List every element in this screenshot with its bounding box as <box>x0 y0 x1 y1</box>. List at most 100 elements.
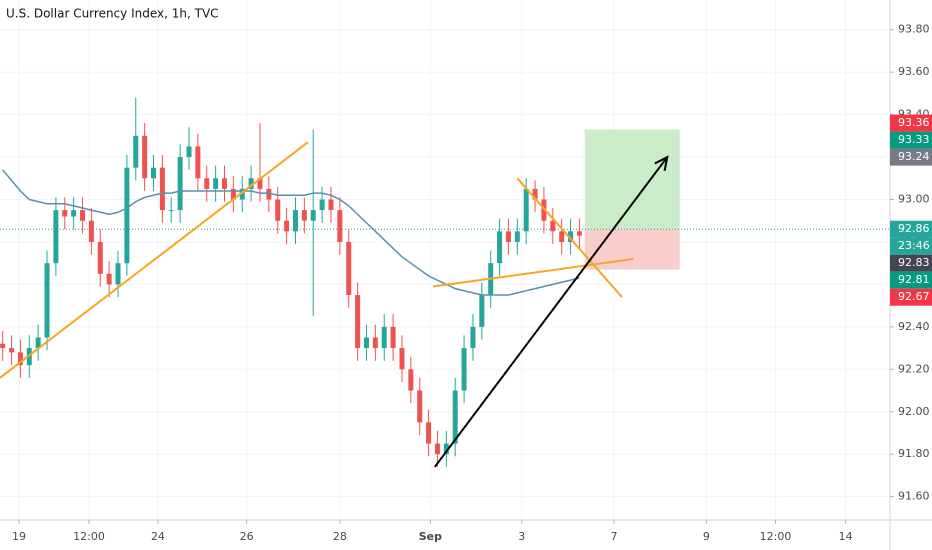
candle-body <box>195 146 201 179</box>
candle-body <box>532 188 538 200</box>
x-tick-label: 26 <box>240 530 254 543</box>
candle-body <box>284 220 290 232</box>
candle-body <box>408 369 414 391</box>
candle-body <box>337 210 343 242</box>
x-tick-label: 19 <box>12 530 26 543</box>
y-tick-label: 92.00 <box>898 405 930 418</box>
candle-body <box>213 178 219 189</box>
moving-average <box>2 169 580 296</box>
candle-body <box>257 178 263 189</box>
candle-body <box>97 241 103 274</box>
candle-body <box>497 231 503 264</box>
y-tick-label: 92.40 <box>898 320 930 333</box>
candle-body <box>80 210 86 221</box>
candle-body <box>426 422 432 444</box>
arrow-line <box>433 156 669 468</box>
candle-body <box>470 326 476 349</box>
candle-body <box>44 263 50 338</box>
candle-body <box>186 146 192 158</box>
x-tick-label: 14 <box>839 530 853 543</box>
price-badge <box>890 237 932 255</box>
candle-body <box>505 231 511 242</box>
price-badge-label: 92.83 <box>898 256 930 269</box>
candle-body <box>443 443 449 455</box>
candle-body <box>390 326 396 349</box>
candle-body <box>559 231 565 242</box>
candle-body <box>399 348 405 370</box>
candle-body <box>106 273 112 285</box>
price-badge-label: 92.86 <box>898 222 930 235</box>
candle-body <box>142 135 148 179</box>
candle-body <box>204 178 210 189</box>
target-zone <box>584 129 680 230</box>
candle-body <box>0 343 6 349</box>
plot-area <box>0 97 890 468</box>
price-badge-label: 92.67 <box>898 290 930 303</box>
candle-body <box>292 210 298 232</box>
candle-body <box>523 188 529 232</box>
candle-body <box>248 178 254 189</box>
candle-body <box>177 157 183 211</box>
chart-title: U.S. Dollar Currency Index, 1h, TVC <box>6 7 219 21</box>
x-tick-label: 28 <box>333 530 347 543</box>
candle-body <box>363 337 369 349</box>
candle-body <box>310 210 316 221</box>
x-tick-label: 12:00 <box>73 530 105 543</box>
candle-body <box>479 295 485 327</box>
y-tick-label: 93.00 <box>898 193 930 206</box>
price-badge-label: 93.24 <box>898 150 930 163</box>
price-badge <box>890 114 932 132</box>
candle-body <box>301 210 307 221</box>
x-tick-label: Sep <box>419 530 442 543</box>
trendline <box>432 257 634 288</box>
y-tick-label: 91.60 <box>898 490 930 503</box>
trendline <box>0 141 309 379</box>
candle-body <box>328 199 334 211</box>
grid <box>0 0 890 520</box>
x-tick-label: 7 <box>611 530 618 543</box>
candle-body <box>372 337 378 349</box>
candle-body <box>461 348 467 391</box>
candle-body <box>124 167 130 264</box>
candle-body <box>115 263 121 285</box>
price-badge <box>890 148 932 166</box>
price-badge-label: 93.33 <box>898 133 930 146</box>
candle-body <box>514 231 520 242</box>
candle-body <box>159 167 165 211</box>
axes: 93.8093.6093.4093.2093.0092.8092.6092.40… <box>12 23 932 543</box>
price-badge <box>890 220 932 238</box>
candle-body <box>133 135 139 168</box>
candle-body <box>355 295 361 349</box>
candle-body <box>239 188 245 200</box>
candle-body <box>434 443 440 455</box>
candle-body <box>71 210 77 217</box>
y-tick-label: 93.80 <box>898 23 930 36</box>
candle-body <box>88 220 94 242</box>
price-badge <box>890 131 932 149</box>
price-badge <box>890 254 932 272</box>
candle-body <box>17 352 23 366</box>
arrow-head <box>654 155 669 171</box>
x-tick-label: 9 <box>703 530 710 543</box>
candle-body <box>62 210 68 217</box>
candle-body <box>35 337 41 349</box>
candle-body <box>230 188 236 200</box>
candle-body <box>576 231 582 236</box>
candle-body <box>346 241 352 296</box>
candle-body <box>550 220 556 232</box>
candle-body <box>381 326 387 349</box>
candle-body <box>568 231 574 242</box>
price-badge <box>890 271 932 289</box>
trendline <box>516 177 623 298</box>
x-tick-label: 12:00 <box>760 530 792 543</box>
price-badge <box>890 288 932 306</box>
candle-body <box>266 188 272 200</box>
candle-body <box>221 178 227 189</box>
y-tick-label: 92.20 <box>898 362 930 375</box>
price-badge-label: 23:46 <box>898 239 930 252</box>
y-tick-label: 93.60 <box>898 65 930 78</box>
price-badge-label: 92.81 <box>898 273 930 286</box>
candle-body <box>9 348 15 353</box>
